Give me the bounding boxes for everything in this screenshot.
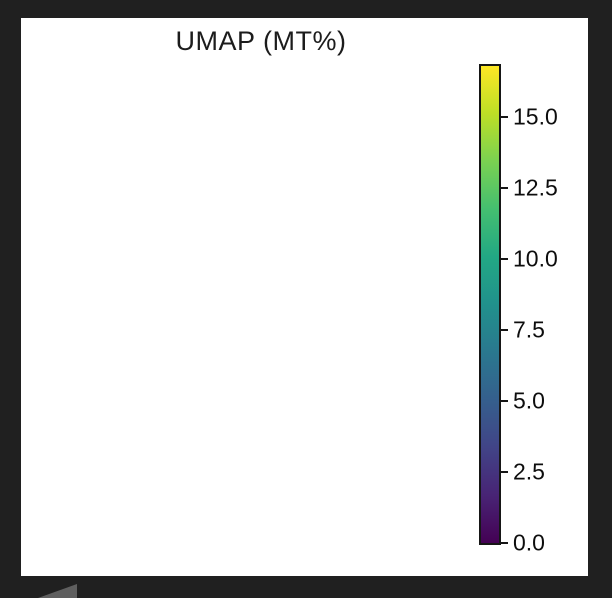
colorbar-tick-label: 2.5 — [513, 458, 545, 485]
colorbar-tick-label: 10.0 — [513, 245, 558, 272]
colorbar-tick — [501, 542, 508, 544]
colorbar-tick-label: 0.0 — [513, 529, 545, 556]
colorbar-tick-label: 7.5 — [513, 316, 545, 343]
colorbar-tick — [501, 471, 508, 474]
colorbar: 0.0 2.5 5.0 7.5 10.0 12.5 15.0 — [479, 64, 585, 556]
colorbar-tick — [501, 187, 508, 190]
colorbar-tick-label: 12.5 — [513, 174, 558, 201]
plot-panel: UMAP (MT%) 0.0 2.5 5.0 7.5 10.0 12.5 15.0 — [21, 18, 588, 576]
colorbar-tick — [501, 400, 508, 403]
colorbar-tick-label: 5.0 — [513, 387, 545, 414]
chart-title: UMAP (MT%) — [175, 26, 347, 56]
colorbar-tick — [501, 116, 508, 119]
colorbar-tick-label: 15.0 — [513, 103, 558, 130]
colorbar-gradient — [479, 64, 501, 545]
colorbar-tick — [501, 329, 508, 332]
colorbar-tick — [501, 258, 508, 261]
